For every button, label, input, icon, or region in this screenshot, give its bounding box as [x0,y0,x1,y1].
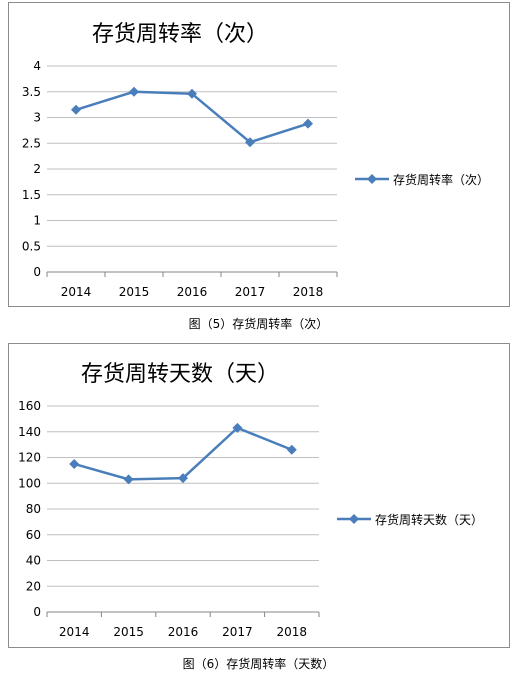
y-tick-label: 160 [18,399,41,413]
series-line [73,426,293,481]
y-tick-label: 100 [18,476,41,490]
y-tick-label: 2 [33,162,41,176]
y-tick-label: 3.5 [22,85,41,99]
data-point-marker [123,474,134,485]
data-point-marker [286,444,297,455]
legend-marker [367,174,377,184]
data-point-marker [187,88,197,99]
chart-inventory-turnover-days: 存货周转天数（天） 0 20 40 60 80 100 120 140 160 2014 2015 20… [8,343,510,648]
y-tick-label: 3 [33,111,41,125]
y-tick-label: 2.5 [22,136,41,150]
y-tick-label: 60 [26,528,41,542]
chart-title: 存货周转率（次） [92,22,268,47]
x-tick-label: 2014 [61,285,92,299]
data-point-marker [69,458,80,469]
x-tick-label: 2017 [222,625,253,639]
x-tick-label: 2018 [277,625,308,639]
x-tick-label: 2015 [119,285,150,299]
data-point-marker [303,118,313,129]
series-line [75,90,309,144]
y-tick-label: 40 [26,554,41,568]
x-tick-label: 2018 [293,285,324,299]
y-tick-label: 0.5 [22,239,41,253]
x-tick-label: 2015 [113,625,144,639]
legend-marker [349,514,359,524]
y-tick-label: 0 [33,265,41,279]
y-tick-label: 120 [18,451,41,465]
chart-title: 存货周转天数（天） [81,362,279,387]
data-point-marker [245,137,255,148]
x-tick-label: 2017 [235,285,266,299]
chart-2-svg: 存货周转天数（天） 0 20 40 60 80 100 120 140 160 2014 2015 20… [18,362,483,639]
y-tick-label: 140 [18,425,41,439]
y-tick-label: 80 [26,502,41,516]
figure-caption-6: 图（6）存货周转率（天数） [182,657,335,671]
legend-label: 存货周转天数（天） [375,512,483,527]
y-tick-label: 4 [33,59,41,73]
x-tick-label: 2016 [177,285,208,299]
data-point-marker [178,473,188,484]
y-tick-label: 1 [33,214,41,228]
figure-caption-5: 图（5）存货周转率（次） [188,317,329,331]
y-tick-label: 1.5 [22,188,41,202]
y-tick-label: 0 [33,605,41,619]
data-point-marker [129,86,139,97]
data-point-marker [71,104,81,115]
x-tick-label: 2014 [59,625,90,639]
legend-label: 存货周转率（次） [393,172,489,187]
y-tick-label: 20 [26,579,41,593]
chart-1-svg: 存货周转率（次） 0 0.5 1 1.5 2 2.5 3 3.5 4 2014 2015 2016 201… [22,22,489,299]
chart-inventory-turnover-rate: 存货周转率（次） 0 0.5 1 1.5 2 2.5 3 3.5 4 2014 2015 2016 201… [8,2,510,307]
data-point-marker [232,422,243,433]
x-tick-label: 2016 [168,625,199,639]
